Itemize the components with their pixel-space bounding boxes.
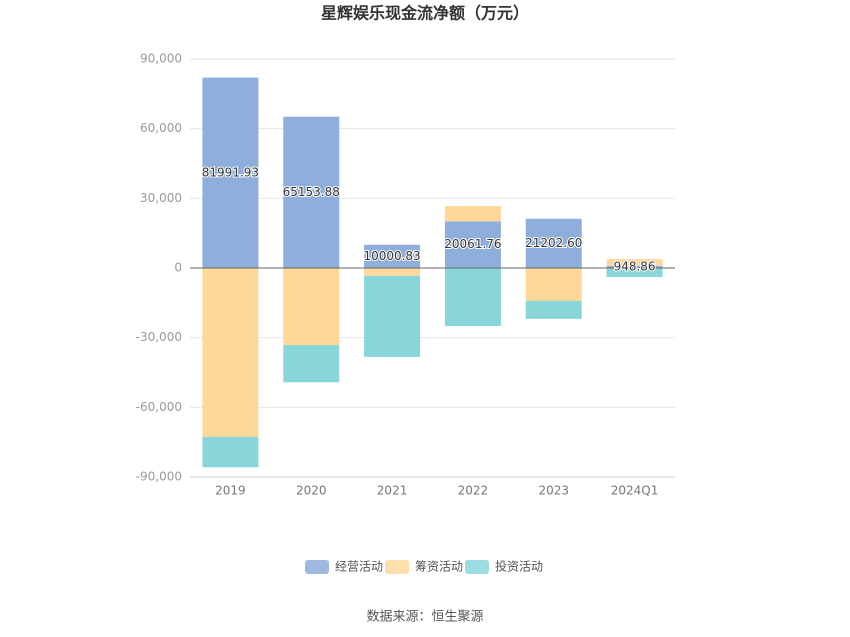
- value-label: 65153.88: [283, 185, 340, 199]
- bar-segment: [283, 116, 340, 268]
- bar-segment: [364, 275, 421, 357]
- legend-label: 经营活动: [335, 560, 383, 574]
- bar-segment: [444, 268, 501, 327]
- bar-segment: [283, 268, 340, 346]
- y-tick-label: 0: [174, 261, 182, 275]
- value-label: 81991.93: [202, 165, 259, 179]
- x-tick-label: 2023: [538, 484, 569, 498]
- y-tick-label: -30,000: [136, 330, 182, 344]
- bar-segment: [606, 259, 663, 266]
- bar-segment: [525, 268, 582, 301]
- value-label: 948.86: [614, 259, 656, 273]
- bar-segment: [364, 268, 421, 276]
- x-tick-label: 2022: [458, 484, 489, 498]
- legend-label: 投资活动: [495, 559, 543, 574]
- value-label: 10000.83: [363, 249, 420, 263]
- value-label: 20061.76: [444, 237, 501, 251]
- legend-swatch: [465, 560, 489, 574]
- y-tick-label: -60,000: [136, 400, 182, 414]
- bar-segment: [202, 268, 259, 438]
- y-tick-label: -90,000: [136, 470, 182, 484]
- x-tick-label: 2019: [215, 484, 246, 498]
- legend-label: 筹资活动: [415, 560, 463, 574]
- chart-title: 星辉娱乐现金流净额（万元）: [321, 4, 529, 23]
- y-tick-label: 30,000: [140, 191, 182, 205]
- x-tick-label: 2024Q1: [611, 484, 659, 498]
- bar-segment: [606, 268, 663, 278]
- bar-segment: [606, 265, 663, 268]
- bar-segment: [444, 206, 501, 222]
- bar-segment: [444, 221, 501, 268]
- y-tick-label: 60,000: [140, 121, 182, 135]
- bar-segment: [364, 244, 421, 268]
- legend-swatch: [305, 560, 329, 574]
- y-tick-label: 90,000: [140, 52, 182, 66]
- x-tick-label: 2021: [377, 484, 408, 498]
- bar-segment: [202, 437, 259, 468]
- bar-segment: [202, 77, 259, 268]
- bar-segment: [525, 300, 582, 319]
- bar-segment: [283, 345, 340, 383]
- source-note: 数据来源：恒生聚源: [366, 610, 483, 625]
- value-label: 21202.60: [525, 236, 582, 250]
- x-tick-label: 2020: [296, 484, 327, 498]
- legend-swatch: [385, 560, 409, 574]
- bar-segment: [525, 218, 582, 268]
